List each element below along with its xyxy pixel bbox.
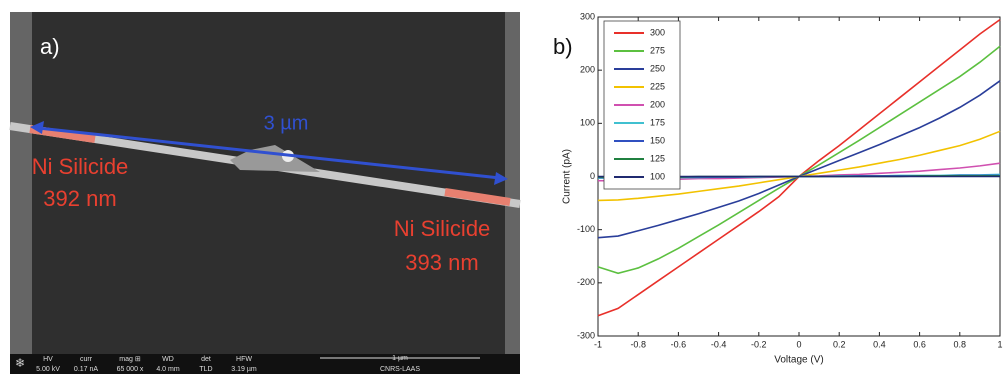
- info-value: 4.0 mm: [156, 366, 180, 373]
- info-name: HFW: [236, 356, 252, 363]
- silicide-length: 393 nm: [405, 250, 478, 275]
- info-name: mag ⊞: [119, 356, 141, 363]
- legend-label: 275: [650, 45, 665, 55]
- sem-image: a) 3 µm Ni Silicide 392 nm Ni Silicide 3…: [9, 12, 521, 374]
- institution: CNRS-LAAS: [380, 366, 420, 373]
- info-value: 5.00 kV: [36, 366, 60, 373]
- info-value: 0.17 nA: [74, 366, 98, 373]
- info-fields: HV 5.00 kV curr 0.17 nA mag ⊞ 65 000 x WD 4.0 m…: [36, 356, 257, 373]
- info-value: TLD: [199, 366, 212, 373]
- silicide-length: 392 nm: [43, 186, 116, 211]
- info-name: WD: [162, 356, 174, 363]
- legend-label: 175: [650, 117, 665, 127]
- length-label: 3 µm: [264, 112, 309, 134]
- legend-label: 150: [650, 135, 665, 145]
- silicide-label: Ni Silicide: [32, 154, 129, 179]
- iv-chart: b) -1 -0.8 -0.6 -0.4 -0.2 0 0.2 0.4 0.6 0.8 1 -300 -2…: [553, 11, 1003, 365]
- x-tick-label: -0.2: [751, 339, 767, 349]
- info-name: HV: [43, 356, 53, 363]
- x-axis-label: Voltage (V): [774, 355, 823, 366]
- x-tick-label: -0.8: [630, 339, 646, 349]
- x-tick-label: -0.4: [711, 339, 727, 349]
- sem-background: [10, 12, 520, 354]
- legend-label: 125: [650, 153, 665, 163]
- x-tick-label: 0: [796, 339, 801, 349]
- x-tick-label: 0.8: [954, 339, 967, 349]
- info-value: 65 000 x: [117, 366, 144, 373]
- silicide-label: Ni Silicide: [394, 216, 491, 241]
- arrow-head: [30, 121, 44, 134]
- y-axis-label: Current (pA): [562, 149, 573, 204]
- x-tick-label: -0.6: [671, 339, 687, 349]
- info-name: det: [201, 356, 211, 363]
- legend-label: 250: [650, 63, 665, 73]
- legend-label: 225: [650, 81, 665, 91]
- panel-label: a): [40, 34, 60, 59]
- x-tick-label: -1: [594, 339, 602, 349]
- scale-bar-label: 1 µm: [392, 355, 408, 362]
- x-tick-label: 1: [997, 339, 1002, 349]
- panel-label: b): [553, 34, 573, 59]
- logo: ❄: [15, 356, 25, 370]
- silicide-right: [444, 188, 511, 206]
- x-tick-label: 0.4: [873, 339, 886, 349]
- y-tick-label: -200: [577, 277, 595, 287]
- arrow-head: [494, 172, 508, 185]
- y-tick-label: 300: [580, 11, 595, 21]
- y-tick-label: 0: [590, 171, 595, 181]
- x-tick-label: 0.2: [833, 339, 846, 349]
- legend-label: 300: [650, 27, 665, 37]
- y-tick-label: -100: [577, 224, 595, 234]
- x-tick-label: 0.6: [913, 339, 926, 349]
- electrode-left: [10, 12, 32, 354]
- y-tick-label: 100: [580, 118, 595, 128]
- legend-label: 100: [650, 171, 665, 181]
- electrode-right: [505, 12, 520, 354]
- info-bar: [10, 354, 520, 374]
- info-name: curr: [80, 356, 93, 363]
- info-value: 3.19 µm: [231, 366, 257, 373]
- y-tick-label: 200: [580, 65, 595, 75]
- y-tick-label: -300: [577, 330, 595, 340]
- legend-label: 200: [650, 99, 665, 109]
- length-arrow: [37, 126, 501, 180]
